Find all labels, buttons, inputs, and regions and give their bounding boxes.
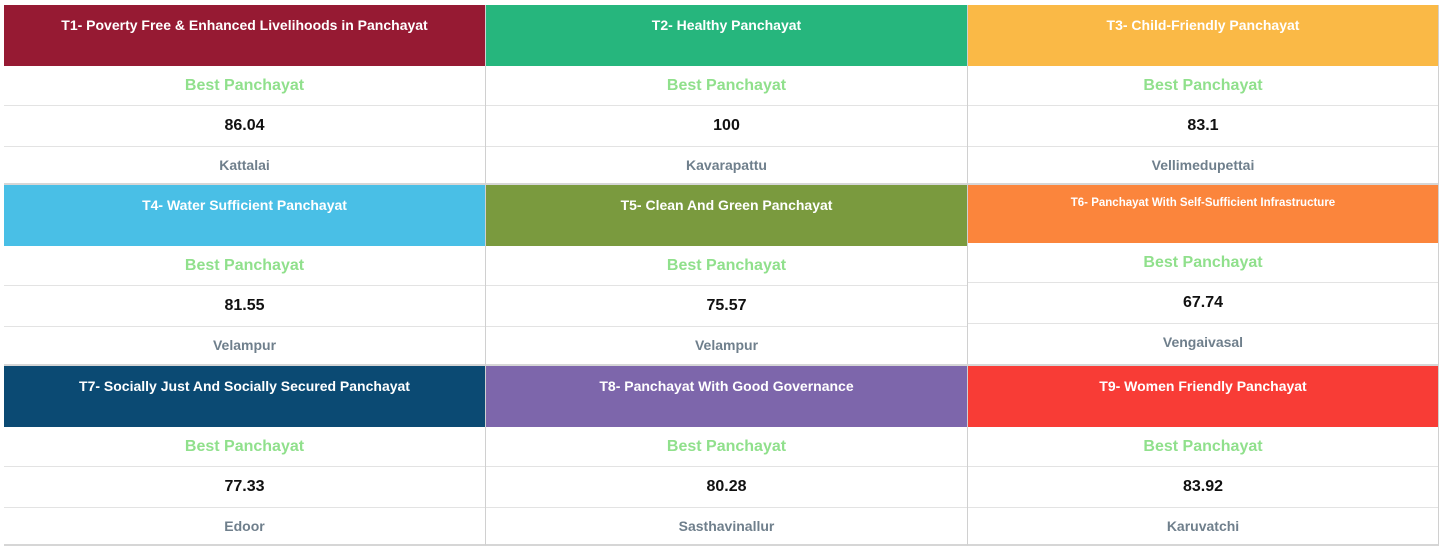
theme-score: 83.1	[968, 106, 1438, 147]
theme-header: T4- Water Sufficient Panchayat	[4, 185, 485, 246]
panchayat-name: Kattalai	[219, 157, 270, 173]
best-panchayat-label: Best Panchayat	[968, 427, 1438, 467]
theme-card-grid: T1- Poverty Free & Enhanced Livelihoods …	[4, 5, 1439, 546]
theme-header: T6- Panchayat With Self-Sufficient Infra…	[968, 185, 1438, 243]
theme-card-t7: T7- Socially Just And Socially Secured P…	[4, 366, 486, 546]
panchayat-name: Velampur	[212, 337, 277, 353]
best-panchayat-label: Best Panchayat	[486, 427, 967, 467]
best-panchayat-label: Best Panchayat	[968, 66, 1438, 106]
theme-score: 80.28	[486, 467, 967, 508]
theme-card-t4: T4- Water Sufficient Panchayat Best Panc…	[4, 185, 486, 366]
theme-card-t5: T5- Clean And Green Panchayat Best Panch…	[486, 185, 968, 366]
best-panchayat-label: Best Panchayat	[486, 66, 967, 106]
panchayat-name: Sasthavinallur	[678, 518, 775, 534]
panchayat-name: Kavarapattu	[686, 157, 767, 173]
theme-score: 75.57	[486, 286, 967, 327]
panchayat-name: Vellimedupettai	[1151, 157, 1255, 173]
best-panchayat-label: Best Panchayat	[968, 243, 1438, 283]
theme-header: T7- Socially Just And Socially Secured P…	[4, 366, 485, 427]
theme-score: 67.74	[968, 283, 1438, 324]
best-panchayat-label: Best Panchayat	[4, 246, 485, 286]
theme-header: T3- Child-Friendly Panchayat	[968, 5, 1438, 66]
theme-card-t1: T1- Poverty Free & Enhanced Livelihoods …	[4, 5, 486, 185]
theme-header: T5- Clean And Green Panchayat	[486, 185, 967, 246]
theme-card-t3: T3- Child-Friendly Panchayat Best Pancha…	[968, 5, 1439, 185]
panchayat-name: Edoor	[224, 518, 265, 534]
theme-card-t2: T2- Healthy Panchayat Best Panchayat 100…	[486, 5, 968, 185]
best-panchayat-label: Best Panchayat	[4, 427, 485, 467]
theme-card-t6: T6- Panchayat With Self-Sufficient Infra…	[968, 185, 1439, 366]
panchayat-name: Velampur	[694, 337, 759, 353]
best-panchayat-label: Best Panchayat	[486, 246, 967, 286]
theme-header: T2- Healthy Panchayat	[486, 5, 967, 66]
panchayat-name: Vengaivasal	[1162, 334, 1244, 350]
panchayat-name: Karuvatchi	[1166, 518, 1240, 534]
theme-header: T8- Panchayat With Good Governance	[486, 366, 967, 427]
theme-score: 86.04	[4, 106, 485, 147]
theme-header: T9- Women Friendly Panchayat	[968, 366, 1438, 427]
best-panchayat-label: Best Panchayat	[4, 66, 485, 106]
theme-card-t9: T9- Women Friendly Panchayat Best Pancha…	[968, 366, 1439, 546]
theme-header: T1- Poverty Free & Enhanced Livelihoods …	[4, 5, 485, 66]
theme-score: 100	[486, 106, 967, 147]
theme-card-t8: T8- Panchayat With Good Governance Best …	[486, 366, 968, 546]
theme-score: 81.55	[4, 286, 485, 327]
theme-score: 77.33	[4, 467, 485, 508]
theme-score: 83.92	[968, 467, 1438, 508]
